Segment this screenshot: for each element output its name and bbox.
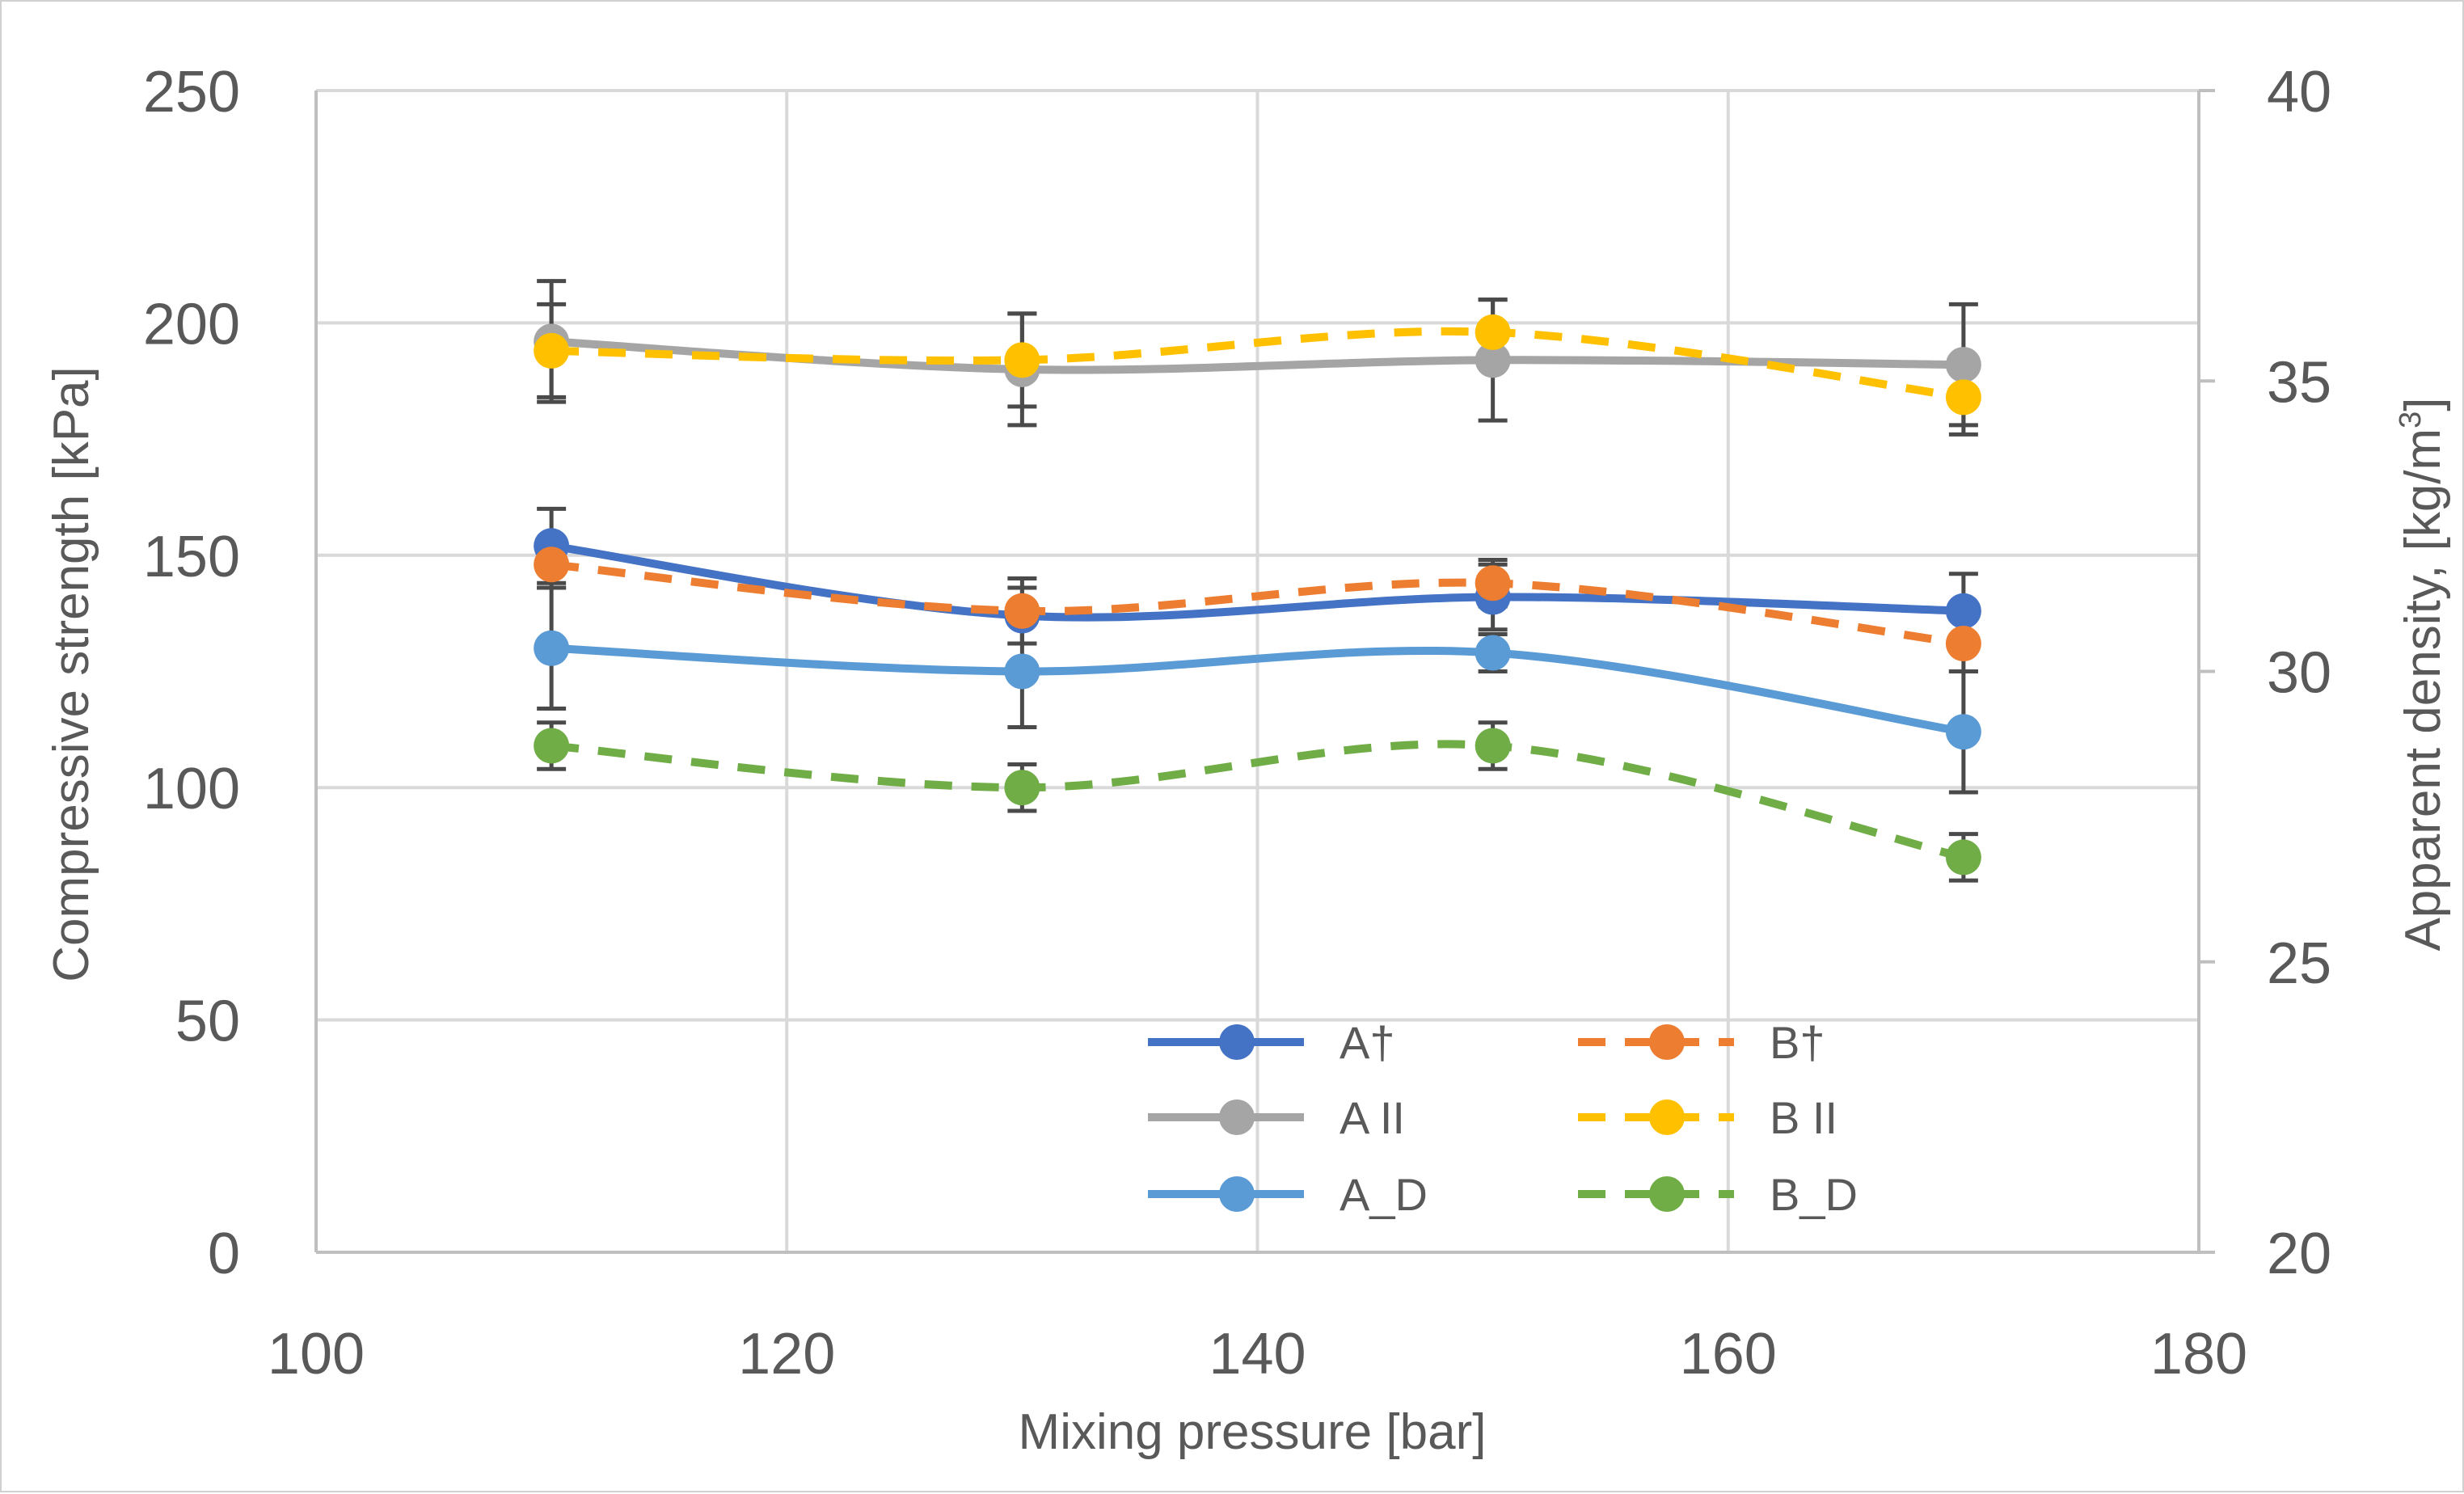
x-tick-160: 160 [1680, 1322, 1777, 1386]
data-point-b-d-3 [1945, 839, 1981, 876]
series-line-b-dagger [551, 560, 1964, 648]
series-points [534, 314, 1981, 876]
y-right-tick-40: 40 [2267, 60, 2331, 124]
data-point-a-d-2 [1475, 635, 1511, 671]
series-line-b-d [551, 740, 1965, 862]
y-axis-right-title-end: ] [2395, 397, 2451, 411]
y-axis-right-title-main: Apparent density, [kg/m [2395, 428, 2451, 952]
series-line-a-d [551, 644, 1964, 736]
y-right-tick-25: 25 [2267, 931, 2331, 996]
legend-marker-b-ii [1649, 1099, 1685, 1135]
series-line-b-ii [551, 327, 1964, 402]
data-point-a-ii-3 [1945, 347, 1981, 383]
data-point-b-ii-3 [1945, 379, 1981, 416]
y-right-tick-20: 20 [2267, 1222, 2331, 1286]
legend-label-a-ii: A II [1340, 1092, 1405, 1143]
data-point-b-dagger-3 [1945, 626, 1981, 662]
series-lines [551, 327, 1965, 862]
y-axis-right-title-sup: 3 [2394, 411, 2428, 428]
axes [314, 89, 2215, 1254]
legend-label-b-dagger: B† [1770, 1017, 1825, 1068]
y-left-tick-100: 100 [143, 757, 240, 821]
series-line-a-dagger [551, 542, 1964, 622]
data-point-b-ii-1 [1004, 342, 1040, 378]
tick-labels: 0 50 100 150 200 250 100 120 140 160 180 20 25 30 35 40 [143, 60, 2331, 1386]
y-left-tick-250: 250 [143, 60, 240, 124]
legend: A† B† A II B II A_D B_D [1148, 1017, 1858, 1220]
data-point-a-dagger-3 [1945, 593, 1981, 629]
x-tick-180: 180 [2150, 1322, 2247, 1386]
data-point-b-dagger-0 [534, 547, 570, 583]
legend-marker-b-dagger [1649, 1024, 1685, 1060]
legend-marker-a-dagger [1219, 1024, 1255, 1060]
x-tick-140: 140 [1209, 1322, 1306, 1386]
data-point-b-dagger-2 [1475, 565, 1511, 601]
gridlines [316, 89, 2199, 1252]
x-tick-120: 120 [738, 1322, 835, 1386]
legend-marker-b-d [1649, 1176, 1685, 1212]
y-left-tick-50: 50 [175, 990, 240, 1054]
x-axis-title: Mixing pressure [bar] [1019, 1404, 1487, 1460]
data-point-b-ii-2 [1475, 314, 1511, 350]
data-point-b-d-0 [534, 728, 570, 764]
legend-label-b-ii: B II [1770, 1092, 1837, 1143]
data-point-a-d-3 [1945, 714, 1981, 750]
legend-label-a-dagger: A† [1340, 1017, 1395, 1068]
legend-marker-a-ii [1219, 1099, 1255, 1135]
y-left-tick-200: 200 [143, 292, 240, 357]
data-point-b-d-2 [1475, 728, 1511, 764]
x-tick-100: 100 [268, 1322, 365, 1386]
data-point-b-ii-0 [534, 332, 570, 369]
legend-marker-a-d [1219, 1176, 1255, 1212]
y-axis-left-title: Compressive strength [kPa] [44, 366, 99, 982]
data-point-a-d-1 [1004, 653, 1040, 690]
y-axis-right-title: Apparent density, [kg/m3] [2394, 397, 2451, 951]
y-left-tick-150: 150 [143, 525, 240, 589]
legend-label-a-d: A_D [1340, 1169, 1428, 1220]
data-point-b-dagger-1 [1004, 593, 1040, 629]
y-left-tick-0: 0 [208, 1222, 240, 1286]
y-right-tick-30: 30 [2267, 641, 2331, 706]
data-point-a-d-0 [534, 630, 570, 666]
y-right-tick-35: 35 [2267, 350, 2331, 415]
data-point-b-d-1 [1004, 770, 1040, 806]
data-point-a-ii-2 [1475, 342, 1511, 378]
legend-label-b-d: B_D [1770, 1169, 1858, 1220]
